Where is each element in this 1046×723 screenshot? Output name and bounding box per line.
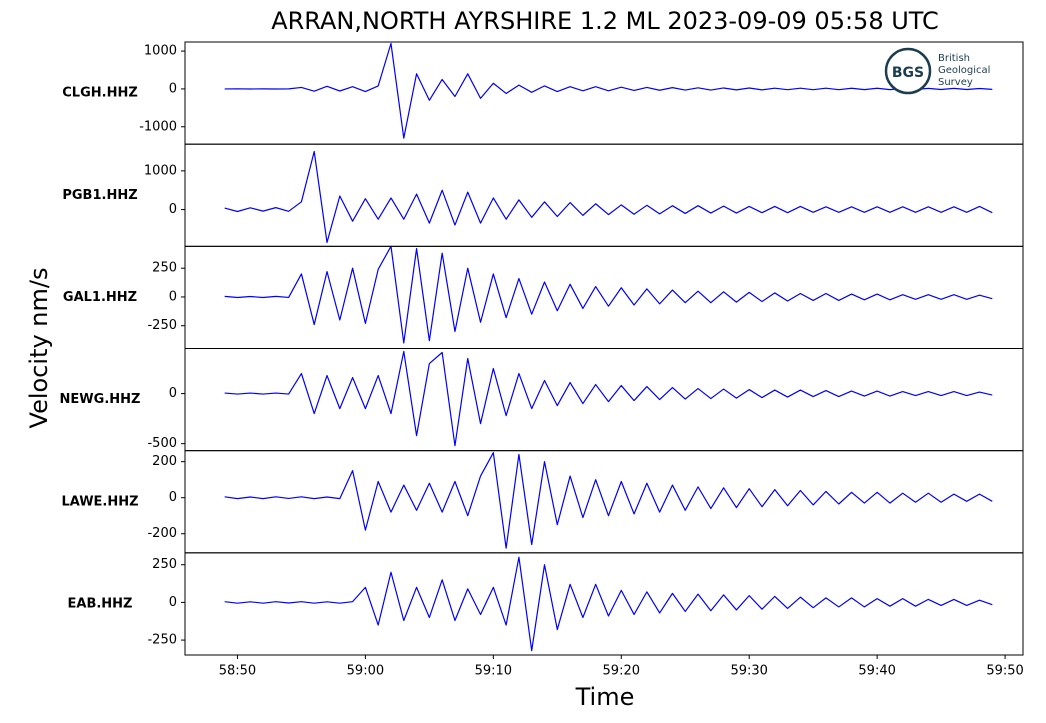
x-tick-label: 59:30 [730,664,767,679]
station-label: GAL1.HHZ [63,290,137,305]
y-tick-label: 0 [169,289,177,304]
y-tick-label: -250 [147,318,177,333]
y-tick-label: 250 [152,557,177,572]
x-tick-label: 59:40 [858,664,895,679]
logo-name: British [938,53,970,64]
y-tick-label: -1000 [139,119,177,134]
y-tick-label: 200 [152,454,177,469]
y-tick-label: 0 [169,595,177,610]
y-tick-label: 1000 [144,163,177,178]
panel-frame [184,552,1024,656]
waveform [224,556,993,652]
waveform [224,150,993,244]
station-label: NEWG.HHZ [60,392,141,407]
x-tick-label: 58:50 [219,664,256,679]
logo-ring [884,47,932,95]
x-tick-label: 59:20 [603,664,640,679]
waveform [224,452,993,549]
y-tick-label: -200 [147,526,177,541]
logo-name: Survey [938,77,973,88]
x-axis-label: Time [575,683,635,711]
panel-frame [184,348,1024,452]
y-tick-label: 0 [169,386,177,401]
y-tick-label: 250 [152,261,177,276]
waveform [224,350,993,447]
y-tick-label: 0 [169,490,177,505]
y-tick-label: -250 [147,633,177,648]
x-tick-label: 59:50 [986,664,1023,679]
y-axis-label: Velocity nm/s [25,268,53,429]
x-tick-label: 59:00 [347,664,384,679]
panel-frame [184,143,1024,247]
y-tick-label: 1000 [144,44,177,59]
logo-name: Geological [938,65,990,76]
waveform [224,42,993,139]
waveform [224,245,993,344]
station-label: CLGH.HHZ [62,86,138,101]
station-label: EAB.HHZ [68,596,133,611]
x-tick-label: 59:10 [475,664,512,679]
station-label: LAWE.HHZ [61,494,138,509]
y-tick-label: 0 [169,202,177,217]
y-tick-label: -500 [147,436,177,451]
chart-title: ARRAN,NORTH AYRSHIRE 1.2 ML 2023-09-09 0… [271,7,939,35]
y-tick-label: 0 [169,81,177,96]
station-label: PGB1.HHZ [62,188,137,203]
logo-abbr: BGS [892,65,924,81]
